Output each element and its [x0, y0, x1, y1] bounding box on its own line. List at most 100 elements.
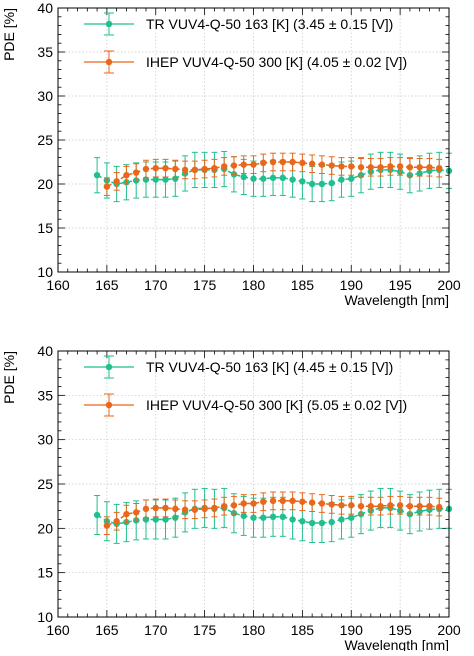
data-point	[181, 500, 189, 520]
data-point	[416, 496, 423, 516]
marker	[357, 502, 365, 510]
data-point	[133, 163, 140, 182]
marker	[406, 502, 414, 510]
x-tick-label: 170	[144, 622, 168, 638]
marker	[318, 519, 326, 527]
data-point	[152, 498, 159, 518]
marker	[162, 164, 169, 172]
plot-frame	[57, 350, 450, 618]
marker	[289, 176, 296, 183]
legend-item: IHEP VUV4-Q-50 300 [K] (4.05 ± 0.02 [V])	[84, 50, 407, 74]
marker	[377, 164, 384, 171]
marker	[299, 178, 306, 185]
marker	[260, 175, 267, 182]
data-point	[426, 496, 433, 516]
marker	[152, 176, 159, 183]
data-point	[260, 492, 267, 512]
marker	[142, 165, 150, 173]
x-axis-label: Wavelength [nm]	[344, 637, 449, 651]
marker	[338, 176, 345, 183]
marker	[123, 172, 130, 179]
data-point	[123, 504, 130, 524]
marker	[211, 164, 218, 172]
marker	[133, 169, 140, 176]
marker	[357, 164, 365, 171]
data-point	[396, 495, 404, 515]
marker	[162, 176, 169, 183]
x-tick-label: 165	[95, 277, 119, 293]
marker	[387, 163, 394, 170]
x-tick-label: 195	[388, 277, 412, 293]
data-point	[230, 156, 238, 175]
legend: TR VUV4-Q-50 163 [K] (4.45 ± 0.15 [V]) IH…	[84, 355, 407, 417]
marker	[328, 501, 335, 508]
marker	[152, 164, 159, 172]
x-tick-label: 200	[437, 277, 461, 293]
data-point	[308, 493, 316, 512]
marker	[172, 505, 179, 513]
y-tick-label: 35	[37, 387, 53, 403]
data-point	[357, 157, 365, 177]
marker	[191, 166, 199, 174]
data-point	[142, 499, 150, 519]
y-tick-label: 40	[37, 0, 53, 16]
marker	[220, 502, 228, 510]
plot-frame	[57, 7, 450, 273]
marker	[308, 180, 316, 188]
data-point	[172, 159, 179, 179]
marker	[230, 162, 238, 169]
marker	[133, 509, 140, 516]
data-point	[201, 159, 208, 179]
y-tick-label: 25	[37, 476, 53, 492]
marker	[260, 514, 267, 521]
data-point	[123, 165, 130, 185]
marker	[230, 502, 238, 509]
data-point	[387, 495, 394, 515]
data-point	[289, 491, 296, 511]
marker	[338, 502, 345, 509]
data-point	[436, 497, 443, 517]
data-point	[230, 495, 238, 515]
data-point	[211, 158, 218, 178]
data-point	[338, 495, 345, 515]
marker	[308, 160, 316, 167]
data-point	[250, 494, 257, 513]
marker	[426, 502, 433, 510]
x-tick-label: 180	[242, 277, 266, 293]
data-point	[269, 152, 277, 172]
data-point	[348, 495, 355, 515]
y-tick-label: 20	[37, 176, 53, 192]
marker	[279, 513, 287, 521]
legend-label: IHEP VUV4-Q-50 300 [K] (4.05 ± 0.02 [V])	[146, 54, 407, 70]
chart-2: 160 165 170 175 180 185 190 195 200 10 15 20 25 30 35 4…	[1, 343, 461, 653]
marker	[436, 164, 443, 172]
marker	[113, 178, 120, 185]
marker	[318, 180, 326, 188]
x-tick-label: 185	[291, 622, 315, 638]
data-point	[220, 157, 228, 176]
marker	[308, 519, 316, 527]
legend-item: TR VUV4-Q-50 163 [K] (3.45 ± 0.15 [V])	[84, 12, 393, 36]
x-tick-label: 175	[193, 277, 217, 293]
data-point	[172, 499, 179, 519]
legend-item: IHEP VUV4-Q-50 300 [K] (5.05 ± 0.02 [V])	[84, 393, 407, 417]
legend-label: TR VUV4-Q-50 163 [K] (4.45 ± 0.15 [V])	[146, 359, 393, 375]
legend-label: TR VUV4-Q-50 163 [K] (3.45 ± 0.15 [V])	[146, 16, 393, 32]
marker	[123, 510, 130, 518]
series-2	[103, 491, 443, 536]
marker	[181, 166, 189, 174]
y-tick-label: 15	[37, 220, 53, 236]
x-tick-label: 170	[144, 277, 168, 293]
marker	[269, 513, 277, 521]
y-tick-label: 30	[37, 432, 53, 448]
marker	[103, 183, 111, 190]
marker	[220, 163, 228, 170]
x-tick-label: 200	[437, 622, 461, 638]
marker	[289, 516, 296, 523]
data-point	[308, 154, 316, 174]
data-point	[250, 155, 257, 174]
legend-marker	[105, 401, 113, 409]
data-point	[93, 157, 101, 194]
x-tick-label: 180	[242, 622, 266, 638]
data-point	[201, 499, 208, 519]
